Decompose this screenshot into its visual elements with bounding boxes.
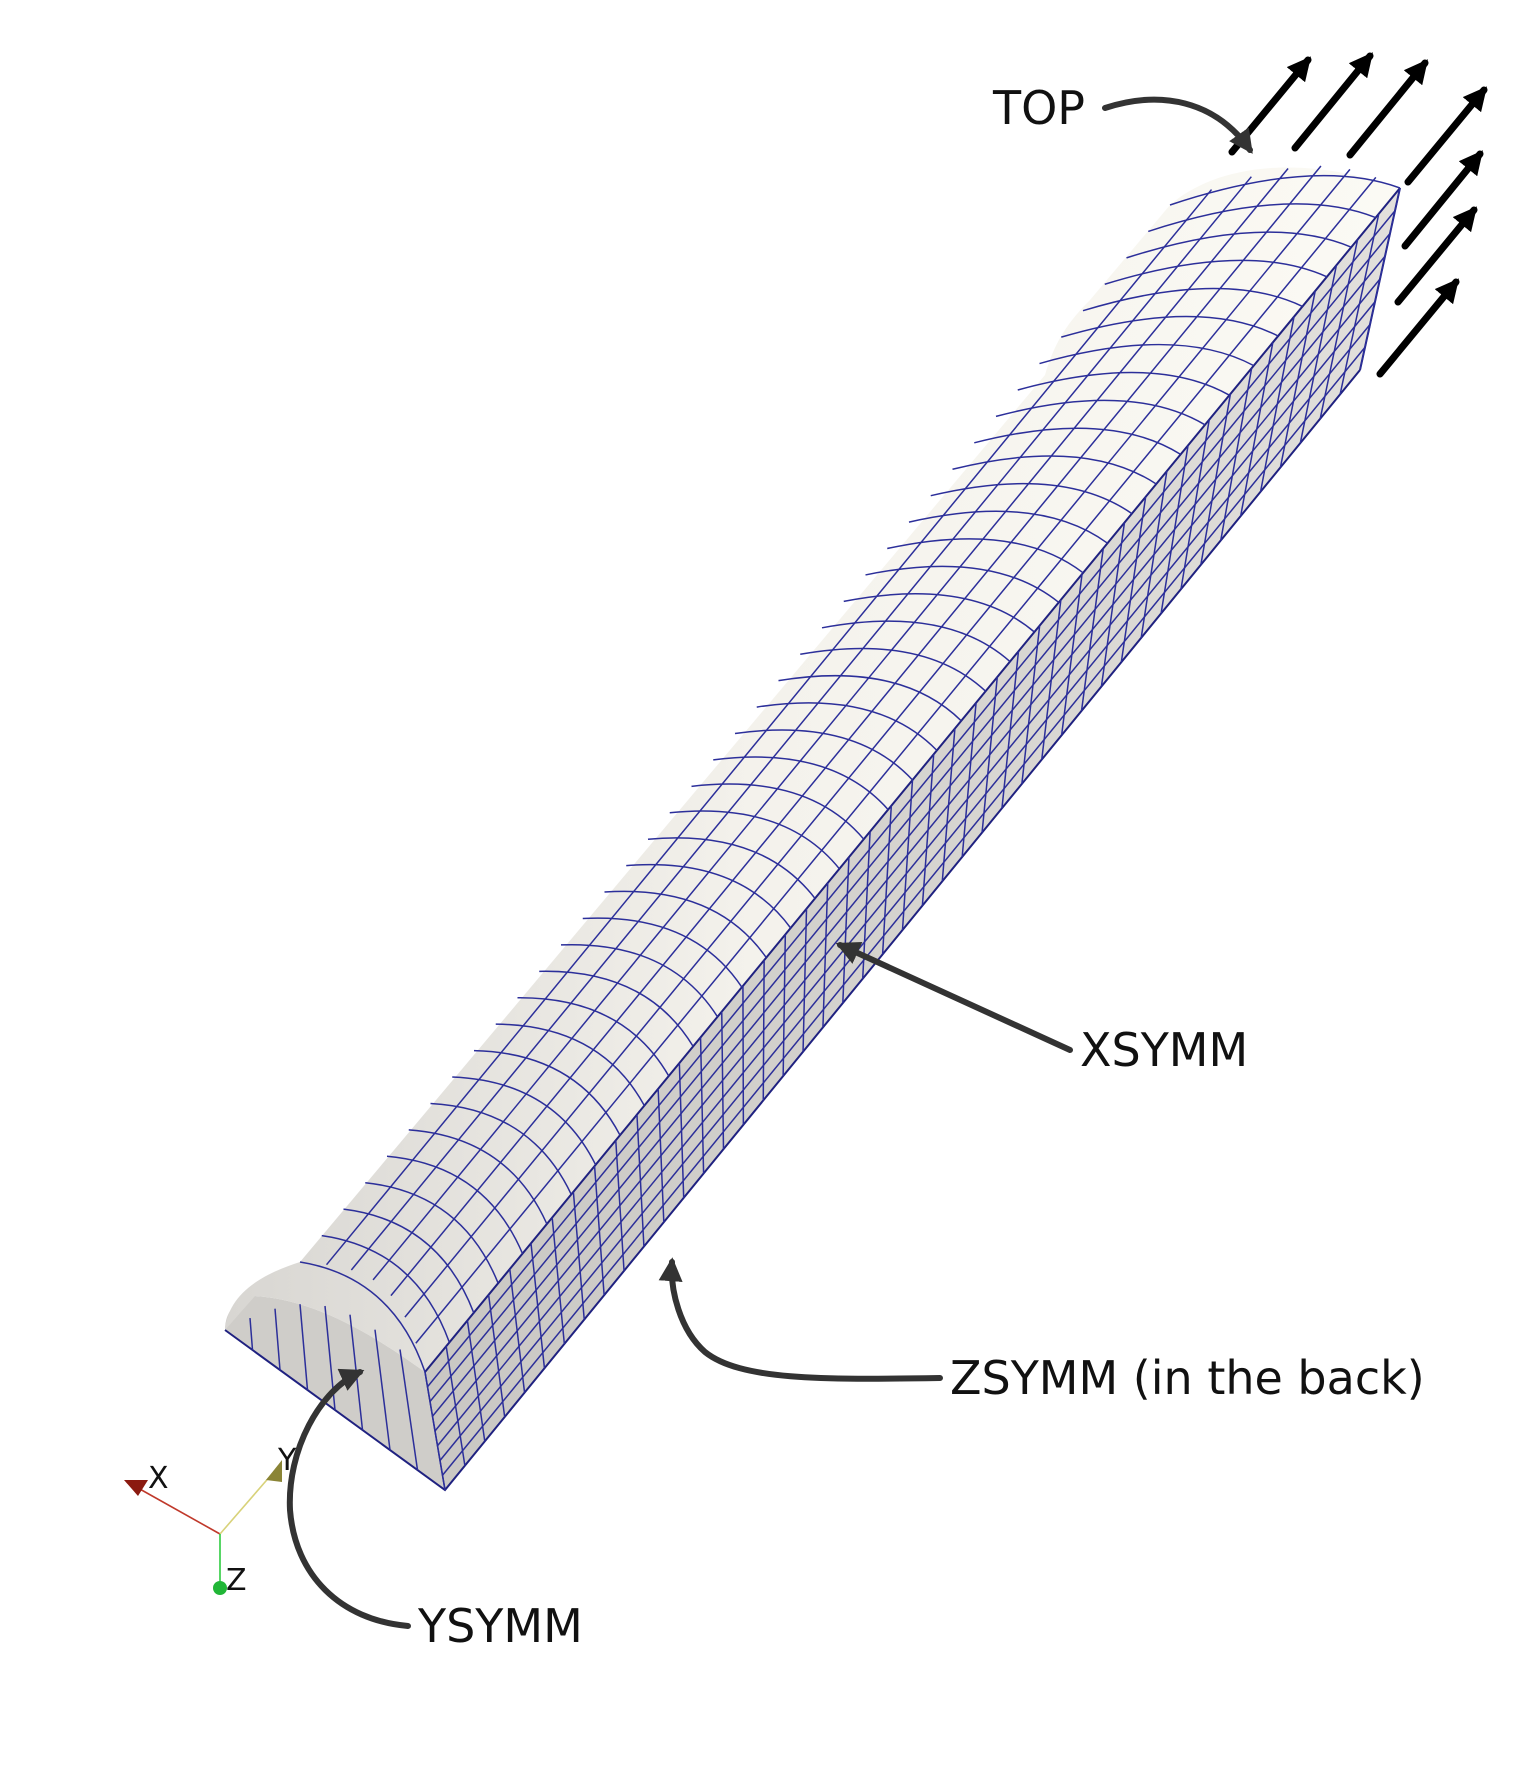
mesh-line — [756, 702, 938, 751]
mesh-line — [669, 810, 840, 870]
mesh-line — [495, 1023, 646, 1106]
mesh-line — [1169, 174, 1401, 206]
mesh-line — [1082, 287, 1303, 312]
x-axis-cone — [124, 1480, 148, 1496]
mesh-line — [539, 970, 694, 1047]
mesh-line — [930, 482, 1133, 515]
mesh-line — [517, 996, 670, 1077]
mesh-line — [436, 301, 1376, 1447]
mesh-line — [1126, 231, 1352, 259]
mesh-line — [995, 399, 1206, 426]
mesh-line — [299, 1261, 426, 1373]
mesh-line — [350, 176, 1252, 1271]
mesh-line — [343, 1208, 475, 1314]
mesh-line — [1104, 259, 1328, 285]
mesh-line — [415, 176, 1377, 1344]
mesh-line — [386, 1155, 524, 1254]
mesh-line — [887, 538, 1084, 574]
mesh-line — [372, 167, 1289, 1281]
mesh-line — [321, 1234, 451, 1343]
axis-z-label: Z — [226, 1563, 247, 1598]
mesh-line — [865, 565, 1060, 603]
mesh-line — [1061, 315, 1279, 338]
mesh-line — [408, 1129, 548, 1225]
axis-y-label: Y — [277, 1443, 297, 1478]
mesh-line — [434, 278, 1381, 1432]
mesh-line — [452, 1076, 597, 1166]
axis-x-label: X — [148, 1461, 169, 1496]
mesh-line — [604, 890, 767, 959]
load-arrow-icon — [1394, 206, 1478, 306]
mesh-line — [908, 510, 1108, 544]
top-label: TOP — [992, 81, 1085, 135]
callout-arrow-icon — [658, 1257, 943, 1382]
mesh-line — [299, 1304, 309, 1391]
mesh-line — [374, 1329, 391, 1451]
load-arrows — [1228, 52, 1488, 378]
callout-arrow-icon — [286, 1368, 411, 1629]
load-arrow-icon — [1346, 59, 1429, 159]
mesh-line — [582, 917, 743, 988]
mesh-line — [800, 647, 987, 692]
mesh-line — [439, 324, 1371, 1461]
mesh-line — [974, 427, 1182, 456]
mesh-line — [647, 837, 816, 899]
specimen-body — [224, 165, 1401, 1492]
mesh-line — [821, 620, 1011, 663]
mesh-line — [1017, 371, 1230, 396]
mesh-line — [274, 1308, 281, 1371]
mesh-line — [691, 783, 865, 840]
mesh-grid — [249, 165, 1401, 1491]
load-arrow-icon — [1401, 150, 1484, 250]
zsymm-label: ZSYMM (in the back) — [950, 1351, 1425, 1405]
mesh-line — [325, 189, 1213, 1266]
axes-triad-icon: X Y Z — [124, 1443, 297, 1598]
mesh-line — [426, 210, 1396, 1388]
mesh-line — [399, 1349, 419, 1471]
mesh-line — [473, 1049, 621, 1136]
mesh-line — [778, 674, 962, 722]
mesh-line — [626, 863, 792, 929]
ysymm-label: YSYMM — [417, 1599, 583, 1653]
mesh-line — [390, 165, 1322, 1297]
callouts — [286, 96, 1253, 1629]
mesh-line — [404, 168, 1351, 1318]
y-axis-cone — [266, 1460, 282, 1482]
mesh-line — [424, 1371, 446, 1491]
mesh-line — [1148, 203, 1376, 233]
mesh-line — [1039, 343, 1255, 367]
z-axis-cone — [213, 1581, 227, 1595]
mesh-line — [249, 1317, 254, 1351]
mesh-line — [734, 729, 914, 781]
mesh-line — [430, 1102, 572, 1195]
top-surface — [225, 167, 1400, 1372]
load-arrow-icon — [1404, 86, 1488, 186]
mesh-line — [431, 255, 1386, 1417]
mesh-line — [441, 346, 1366, 1476]
load-arrow-icon — [1376, 278, 1460, 378]
mesh-line — [713, 756, 889, 811]
callout-arrow-icon — [835, 942, 1073, 1053]
mesh-line — [429, 233, 1391, 1402]
xsymm-label: XSYMM — [1080, 1023, 1248, 1077]
load-arrow-icon — [1291, 52, 1374, 152]
mesh-line — [952, 455, 1157, 485]
mesh-line — [560, 943, 719, 1018]
mesh-line — [843, 593, 1035, 633]
mesh-line — [365, 1181, 499, 1284]
callout-arrow-icon — [1102, 96, 1253, 154]
